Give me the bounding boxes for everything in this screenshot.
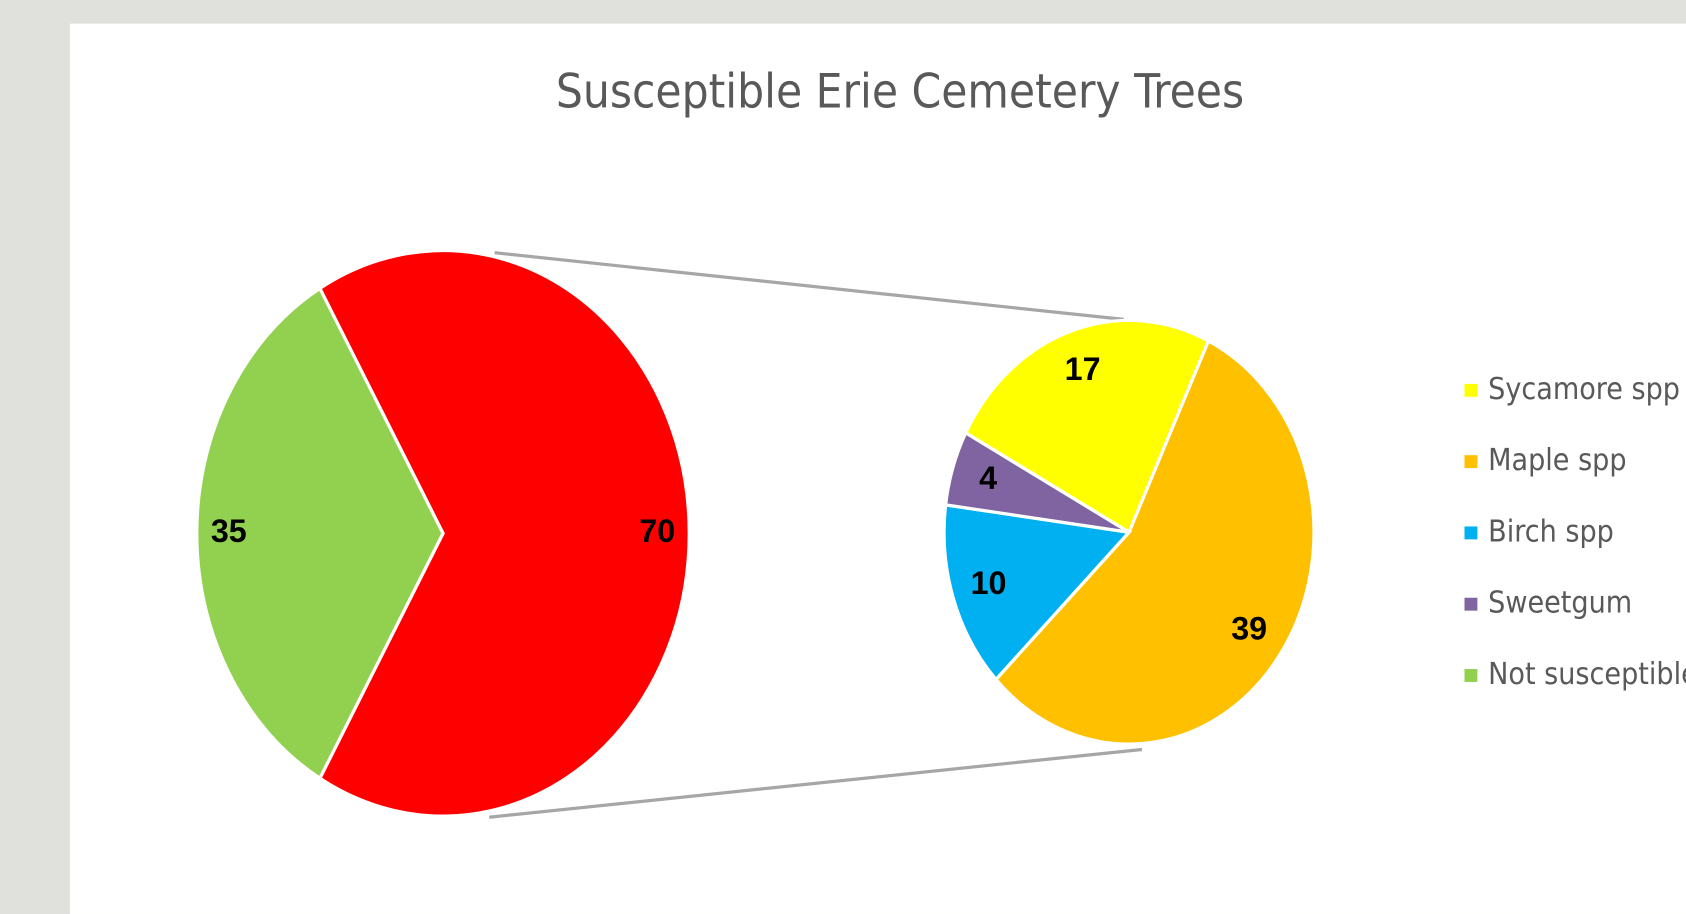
legend-swatch <box>1464 597 1478 611</box>
pie-slice <box>963 318 1211 535</box>
connector-line <box>494 251 1124 321</box>
pie-slice <box>943 430 1130 534</box>
pie-slice <box>195 286 445 781</box>
legend-label: Sweetgum <box>1488 586 1632 621</box>
data-label: 70 <box>639 513 675 549</box>
data-label: 39 <box>1231 611 1267 647</box>
legend-swatch <box>1464 455 1478 469</box>
data-label: 10 <box>971 565 1007 601</box>
slices <box>195 248 1316 818</box>
data-label: 35 <box>211 513 247 549</box>
legend-label: Birch spp <box>1488 514 1614 549</box>
chart-title: Susceptible Erie Cemetery Trees <box>556 65 1244 120</box>
legend-label: Sycamore spp <box>1488 372 1680 407</box>
pie-slice <box>993 338 1316 746</box>
pie-slice <box>317 248 691 818</box>
pie-slice <box>942 503 1133 682</box>
data-label: 17 <box>1065 351 1101 387</box>
legend-swatch <box>1464 526 1478 540</box>
data-label: 4 <box>979 460 997 496</box>
legend: Sycamore spp Maple spp Birch spp Sweetgum No… <box>1464 372 1686 692</box>
legend-label: Not susceptible <box>1488 657 1686 692</box>
legend-label: Maple spp <box>1488 443 1626 478</box>
legend-swatch <box>1464 669 1478 682</box>
connector-line <box>489 747 1143 819</box>
legend-swatch <box>1464 383 1478 397</box>
labels: 70 35 17 39 10 4 <box>211 351 1267 647</box>
